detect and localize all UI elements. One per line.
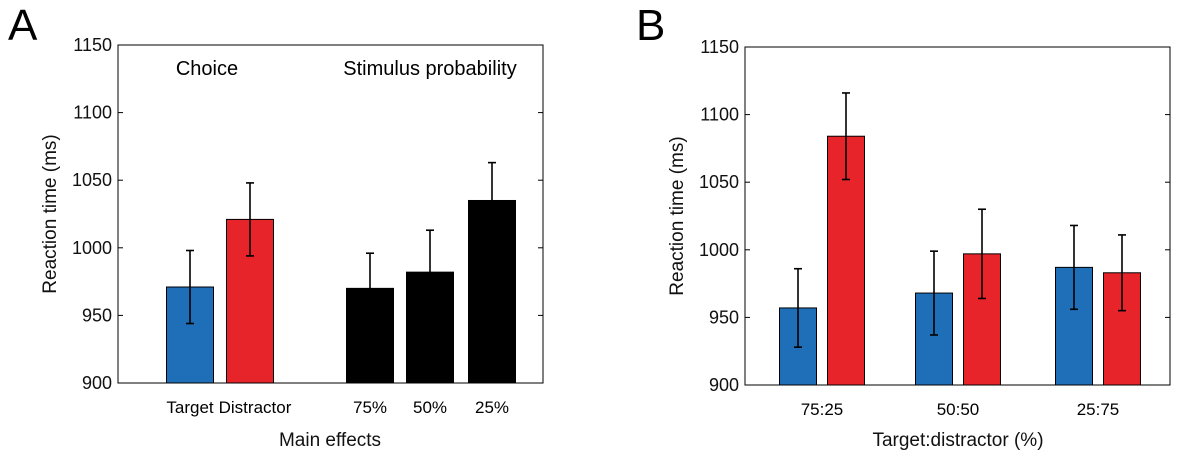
panel-a-y-tick-label: 1150 bbox=[73, 35, 112, 55]
panel-a-y-tick-label: 1100 bbox=[73, 103, 112, 123]
panel-b-y-tick-label: 1150 bbox=[700, 37, 739, 57]
panel-b-category-labels: 75:25 50:50 25:75 bbox=[801, 400, 1120, 419]
panel-a-group-label-stimulus: Stimulus probability bbox=[343, 58, 516, 80]
panel-a: A 900 950 1000 1050 1100 1150 Choice Stimulus… bbox=[8, 1, 544, 451]
panel-a-y-tick-label: 950 bbox=[82, 305, 112, 325]
panel-b-y-tick-label: 900 bbox=[709, 375, 739, 395]
panel-b-y-tick-label: 1000 bbox=[699, 240, 739, 260]
panel-a-category-label: Target bbox=[166, 398, 214, 417]
panel-a-group-label-choice: Choice bbox=[176, 58, 238, 80]
panel-b-category-label: 75:25 bbox=[801, 400, 844, 419]
panel-a-y-tick-label: 1050 bbox=[72, 170, 112, 190]
panel-b-y-tick-label: 1100 bbox=[700, 105, 739, 125]
panel-a-label: A bbox=[8, 1, 38, 50]
panel-a-y-axis-label: Reaction time (ms) bbox=[40, 134, 61, 293]
panel-a-category-label: 50% bbox=[413, 398, 447, 417]
panel-b-label: B bbox=[636, 1, 665, 50]
panel-a-y-axis: 900 950 1000 1050 1100 1150 bbox=[72, 35, 543, 393]
panel-a-y-tick-label: 900 bbox=[82, 373, 112, 393]
panel-b: B 900 950 1000 1050 1100 1150 75:25 50:50 25:75… bbox=[636, 1, 1171, 451]
panel-b-y-tick-label: 950 bbox=[709, 307, 739, 327]
panel-a-plot-frame bbox=[117, 44, 544, 384]
panel-b-y-axis-label: Reaction time (ms) bbox=[667, 136, 688, 295]
panel-b-x-axis-label: Target:distractor (%) bbox=[872, 430, 1043, 451]
panel-a-category-label: Distractor bbox=[219, 398, 292, 417]
panel-a-x-axis-label: Main effects bbox=[279, 430, 381, 451]
panel-b-category-label: 25:75 bbox=[1077, 400, 1120, 419]
panel-b-y-axis: 900 950 1000 1050 1100 1150 bbox=[699, 37, 1170, 395]
panel-b-bars bbox=[779, 92, 1141, 386]
panel-a-category-labels: Target Distractor 75% 50% 25% bbox=[166, 398, 509, 417]
panel-b-category-label: 50:50 bbox=[937, 400, 980, 419]
panel-b-plot-frame bbox=[744, 46, 1171, 386]
panel-a-y-tick-label: 1000 bbox=[72, 238, 112, 258]
panel-a-category-label: 75% bbox=[353, 398, 387, 417]
panel-b-y-tick-label: 1050 bbox=[699, 172, 739, 192]
panel-a-category-label: 25% bbox=[475, 398, 509, 417]
panel-a-bars bbox=[166, 161, 516, 384]
